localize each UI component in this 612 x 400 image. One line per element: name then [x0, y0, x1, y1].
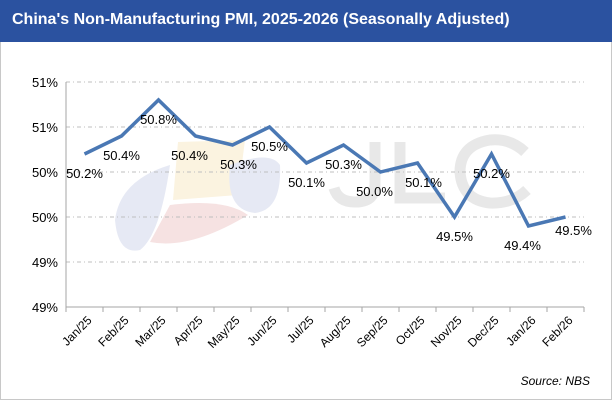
- x-tick-label: Jul/25: [284, 313, 317, 346]
- chart-title: China's Non-Manufacturing PMI, 2025-2026…: [12, 11, 510, 28]
- x-tick-label: Jun/25: [244, 313, 280, 349]
- x-tick-label: Nov/25: [428, 313, 465, 350]
- watermark-logo-shape: [115, 165, 170, 251]
- x-tick-label: Mar/25: [132, 313, 169, 350]
- data-label: 50.4%: [171, 148, 208, 163]
- data-label: 50.1%: [405, 175, 442, 190]
- data-label: 50.0%: [356, 184, 393, 199]
- data-label: 50.5%: [251, 139, 288, 154]
- y-tick-label: 50%: [32, 210, 58, 225]
- x-tick-label: Apr/25: [171, 313, 206, 348]
- y-tick-label: 49%: [32, 255, 58, 270]
- y-tick-label: 51%: [32, 120, 58, 135]
- source-note: Source: NBS: [520, 374, 590, 388]
- data-label: 49.5%: [436, 229, 473, 244]
- x-tick-label: Sep/25: [354, 313, 391, 350]
- x-tick-label: Jan/26: [503, 313, 539, 349]
- y-tick-label: 49%: [32, 300, 58, 315]
- x-tick-label: Dec/25: [465, 313, 502, 350]
- watermark-logo-shape: [150, 202, 248, 244]
- title-bar: China's Non-Manufacturing PMI, 2025-2026…: [0, 0, 612, 42]
- x-tick-label: Feb/26: [539, 313, 576, 350]
- data-label: 50.4%: [103, 148, 140, 163]
- data-label: 50.2%: [473, 166, 510, 181]
- watermark-letter-j: [328, 142, 381, 208]
- watermark-logo-shape: [173, 140, 245, 200]
- data-label: 50.3%: [220, 157, 257, 172]
- watermark-letter-c: [454, 134, 531, 209]
- series-line: [83, 97, 566, 229]
- y-tick-label: 51%: [32, 75, 58, 90]
- y-tick-label: 50%: [32, 165, 58, 180]
- x-tick-label: Jan/25: [59, 313, 95, 349]
- data-label: 50.2%: [66, 166, 103, 181]
- watermark-logo-shape: [229, 157, 281, 213]
- x-tick-label: Oct/25: [393, 313, 428, 348]
- x-tick-label: Feb/25: [95, 313, 132, 350]
- watermark-letter-l: [394, 142, 445, 204]
- x-tick-label: May/25: [205, 313, 243, 351]
- data-label: 50.1%: [288, 175, 325, 190]
- data-label: 50.8%: [140, 112, 177, 127]
- data-label: 49.4%: [504, 238, 541, 253]
- x-tick-label: Aug/25: [317, 313, 354, 350]
- data-label: 50.3%: [325, 157, 362, 172]
- data-label: 49.5%: [555, 223, 592, 238]
